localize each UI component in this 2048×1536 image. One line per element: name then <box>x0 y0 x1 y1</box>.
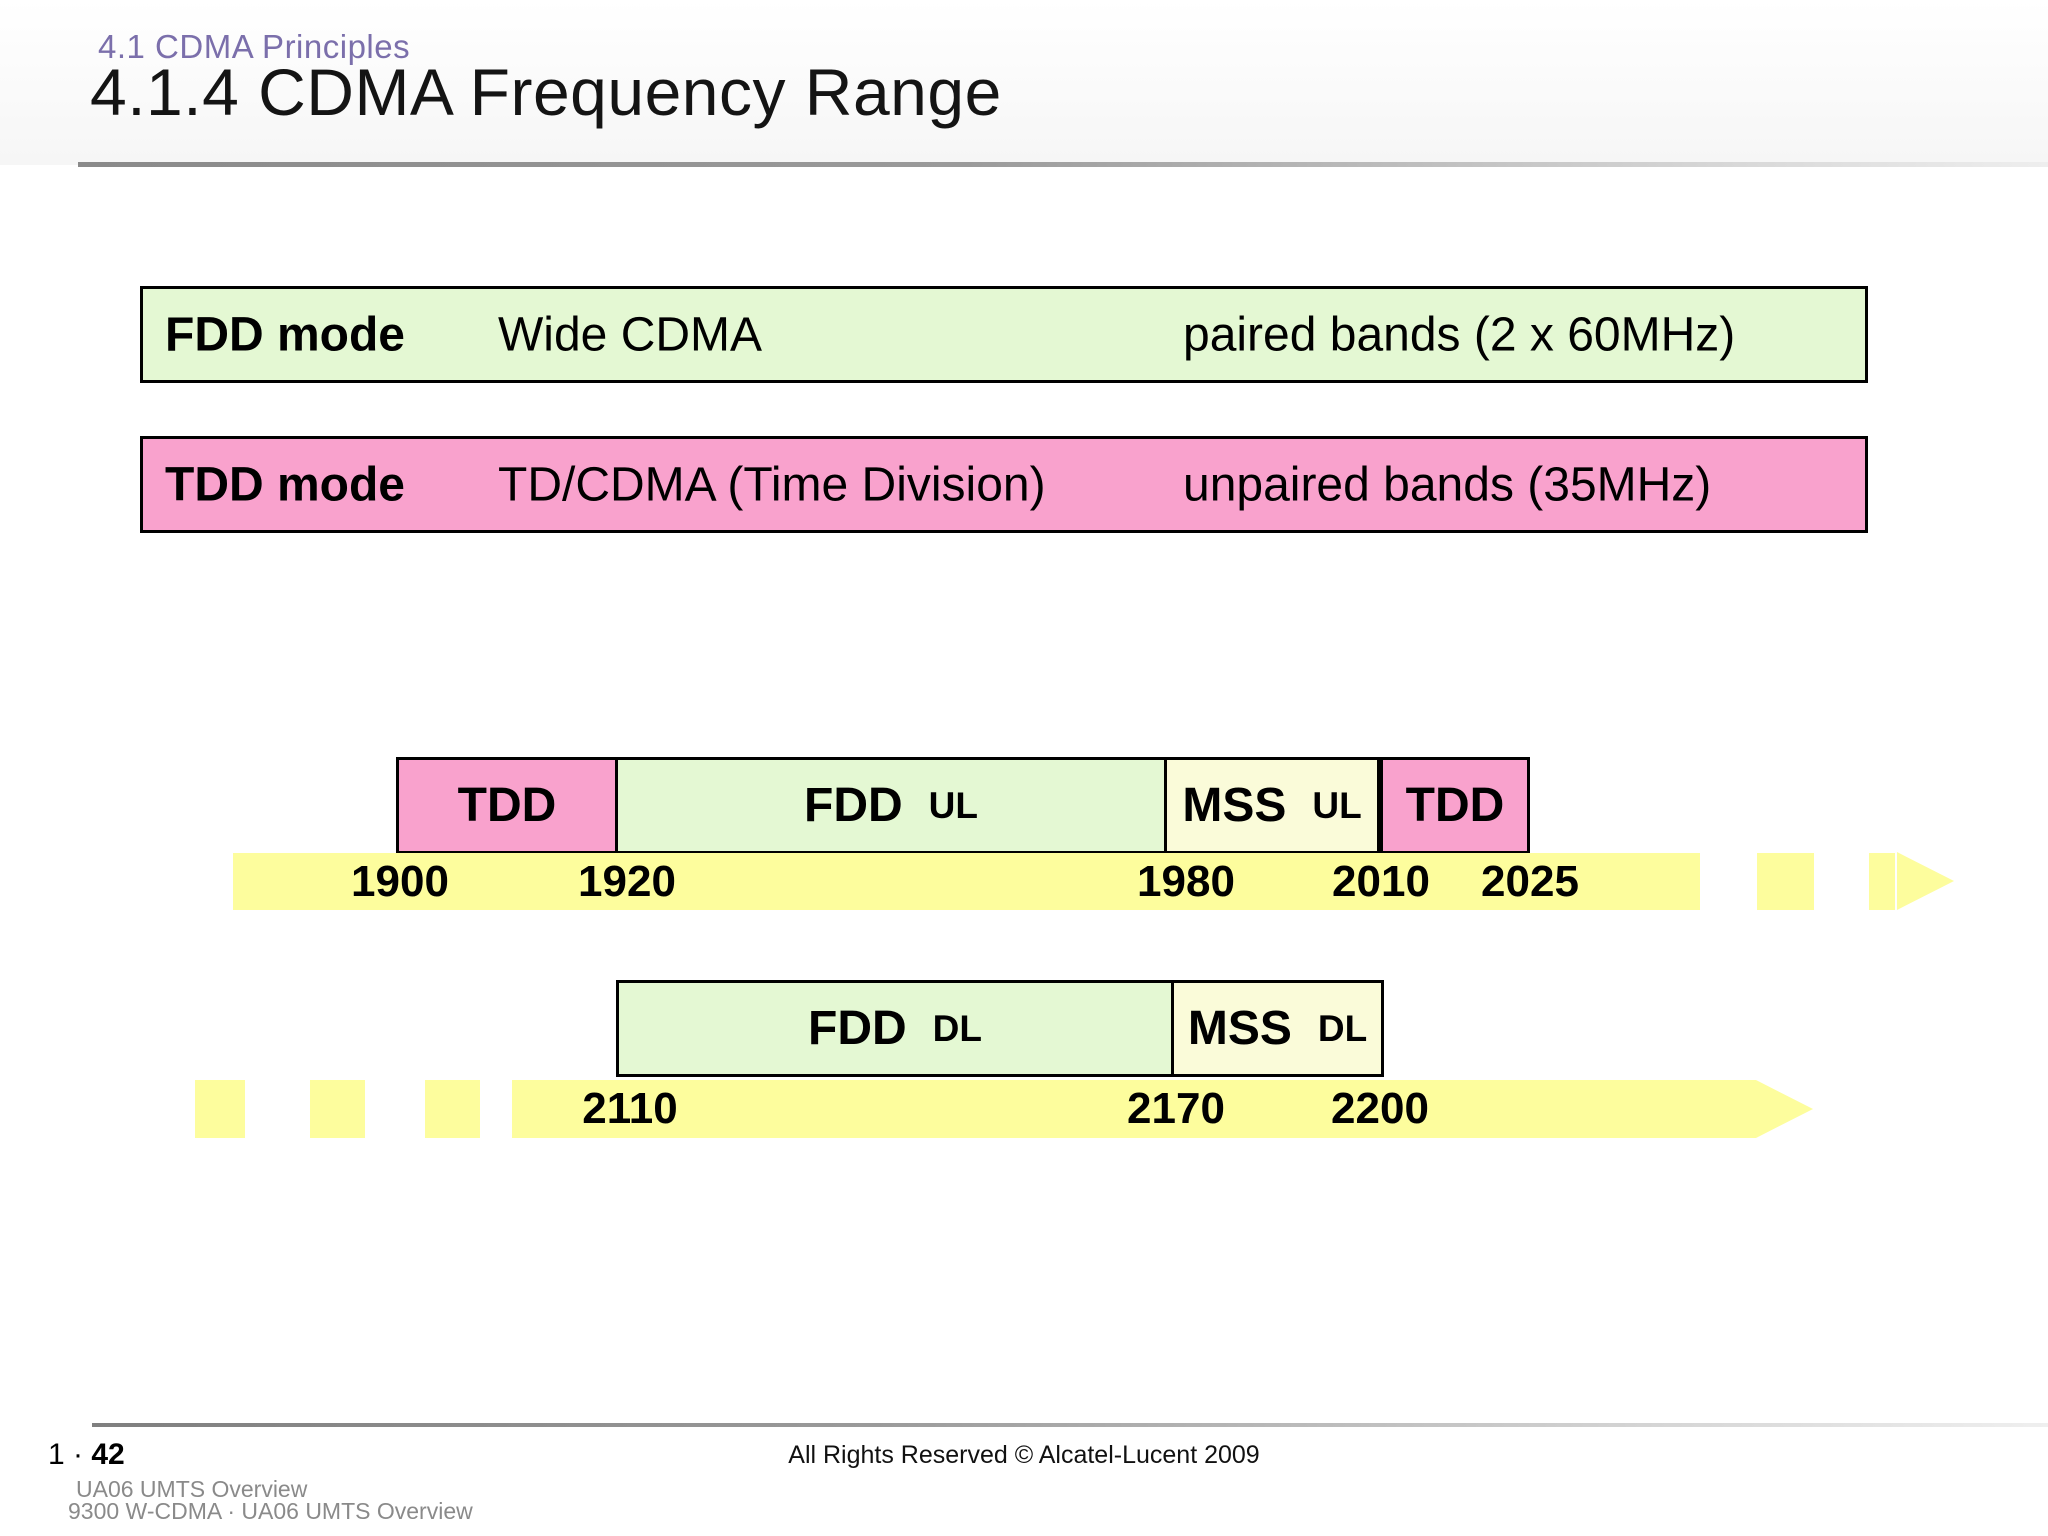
downlink-segment-fdd-dl: FDD DL <box>616 980 1174 1077</box>
footer-divider <box>92 1423 2048 1427</box>
page-indicator: 1 · 42 <box>48 1438 125 1472</box>
segment-sublabel: UL <box>1312 784 1362 826</box>
uplink-tick-1900: 1900 <box>351 857 449 906</box>
header-band <box>0 0 2048 165</box>
document-name-line1: UA06 UMTS Overview <box>76 1476 308 1502</box>
segment-label: MSS <box>1187 1002 1292 1055</box>
segment-label: MSS <box>1182 779 1287 832</box>
fdd-mode-bands: paired bands (2 x 60MHz) <box>1183 308 1736 361</box>
page-number: 42 <box>91 1438 125 1471</box>
uplink-tick-1920: 1920 <box>578 857 676 906</box>
uplink-tick-1980: 1980 <box>1137 857 1235 906</box>
uplink-axis-dash <box>1757 853 1814 910</box>
downlink-axis-band <box>512 1080 1756 1138</box>
section-label: 4.1 CDMA Principles <box>98 28 411 65</box>
segment-label: FDD <box>804 779 903 832</box>
uplink-tick-2025: 2025 <box>1481 857 1579 906</box>
segment-sublabel: DL <box>1317 1007 1368 1049</box>
title-divider <box>78 162 2048 167</box>
uplink-segment-tdd-high: TDD <box>1380 757 1530 854</box>
uplink-segment-tdd-low: TDD <box>396 757 618 854</box>
downlink-arrowhead-icon <box>1756 1080 1813 1138</box>
downlink-tick-2200: 2200 <box>1331 1084 1429 1133</box>
downlink-tick-2110: 2110 <box>582 1084 678 1133</box>
tdd-mode-bands: unpaired bands (35MHz) <box>1183 458 1712 511</box>
tdd-mode-box: TDD mode TD/CDMA (Time Division) unpaire… <box>140 436 1868 533</box>
segment-sublabel: DL <box>932 1007 982 1049</box>
chapter-number: 1 <box>48 1438 65 1471</box>
page-title: 4.1.4 CDMA Frequency Range <box>90 55 1002 129</box>
downlink-axis-dash <box>310 1080 365 1138</box>
downlink-tick-2170: 2170 <box>1127 1084 1225 1133</box>
document-name-line2: 9300 W-CDMA · UA06 UMTS Overview <box>68 1498 473 1524</box>
segment-label: TDD <box>1405 779 1505 832</box>
downlink-axis-dash <box>195 1080 245 1138</box>
uplink-segment-mss-ul: MSS UL <box>1164 757 1380 854</box>
uplink-axis-band <box>233 853 1700 910</box>
uplink-segment-fdd-ul: FDD UL <box>615 757 1167 854</box>
fdd-mode-technology: Wide CDMA <box>498 308 763 361</box>
segment-label: TDD <box>457 779 557 832</box>
uplink-tick-2010: 2010 <box>1332 857 1430 906</box>
downlink-axis-dash <box>425 1080 480 1138</box>
tdd-mode-label: TDD mode <box>165 458 405 511</box>
fdd-mode-box: FDD mode Wide CDMA paired bands (2 x 60M… <box>140 286 1868 383</box>
segment-sublabel: UL <box>928 784 978 826</box>
downlink-segment-mss-dl: MSS DL <box>1171 980 1384 1077</box>
page-separator: · <box>73 1438 84 1471</box>
uplink-axis-dash <box>1869 853 1895 910</box>
segment-label: FDD <box>808 1002 907 1055</box>
copyright-text: All Rights Reserved © Alcatel-Lucent 200… <box>788 1441 1260 1469</box>
fdd-mode-label: FDD mode <box>165 308 405 361</box>
uplink-arrowhead-icon <box>1897 852 1954 910</box>
tdd-mode-technology: TD/CDMA (Time Division) <box>498 458 1046 511</box>
